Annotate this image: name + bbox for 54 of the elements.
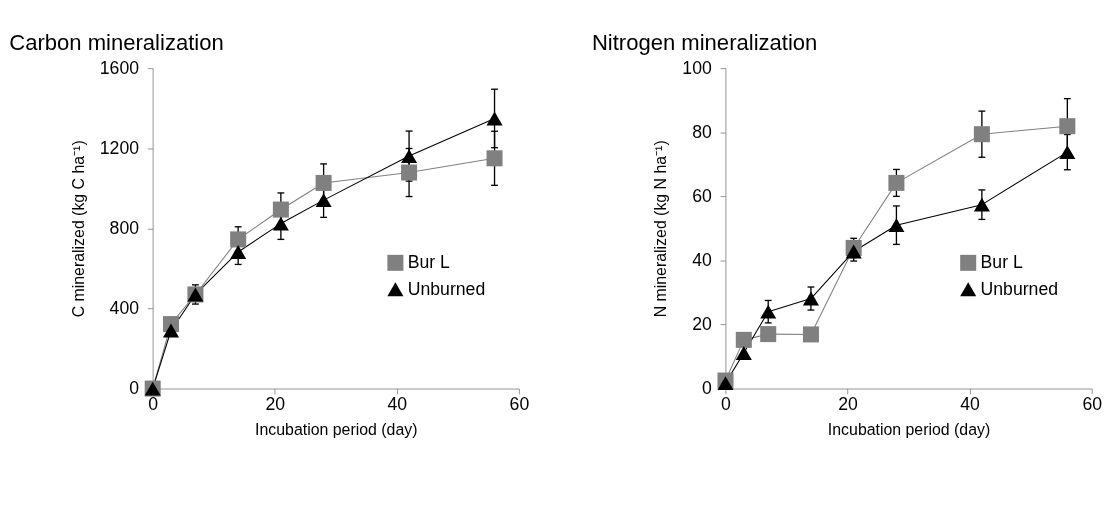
y-tick-label: 0: [129, 378, 140, 399]
point: [735, 346, 752, 360]
point: [760, 304, 777, 319]
point: [315, 193, 332, 208]
x-tick-label: 60: [509, 394, 530, 415]
point: [401, 164, 418, 181]
y-tick-label: 60: [692, 186, 712, 207]
y-tick-label: 400: [109, 298, 140, 319]
point: [230, 245, 247, 259]
y-tick-label: 800: [109, 218, 140, 239]
x-tick-label: 40: [387, 394, 408, 415]
point: [315, 174, 332, 191]
x-tick-label: 40: [960, 394, 981, 415]
y-tick-label: 80: [692, 122, 712, 142]
y-tick-label: 20: [692, 314, 712, 335]
legend-label: Unburned: [407, 278, 486, 299]
x-tick-label: 0: [721, 394, 732, 415]
point: [1059, 118, 1076, 135]
point: [272, 216, 289, 231]
point: [230, 231, 247, 248]
legend-label: Unburned: [980, 278, 1059, 299]
point: [1059, 145, 1076, 160]
legend-label: Bur L: [980, 252, 1023, 273]
chart-title: Carbon mineralization: [9, 29, 224, 55]
point: [486, 150, 503, 167]
point: [888, 174, 905, 191]
point: [162, 323, 180, 338]
point: [735, 331, 752, 348]
x-tick-label: 0: [148, 394, 159, 415]
y-axis-title: C mineralized (kg C ha⁻¹): [69, 140, 87, 318]
point: [845, 244, 862, 259]
point: [888, 218, 905, 233]
point: [401, 149, 418, 164]
point: [802, 291, 819, 306]
point: [717, 376, 734, 391]
point: [802, 326, 819, 343]
x-axis-title: Incubation period (day): [827, 420, 991, 438]
x-tick-label: 20: [838, 394, 859, 415]
legend-label: Bur L: [407, 252, 451, 273]
y-axis-title: N mineralized (kg N ha⁻¹): [652, 140, 670, 318]
point: [486, 111, 503, 126]
point: [973, 126, 990, 143]
x-axis-title: Incubation period (day): [255, 420, 418, 438]
point: [760, 326, 777, 343]
y-tick-label: 100: [682, 57, 712, 78]
x-tick-label: 60: [1082, 394, 1103, 415]
y-tick-label: 1600: [99, 57, 140, 78]
y-tick-label: 40: [692, 250, 712, 271]
y-tick-label: 1200: [99, 138, 140, 159]
point: [272, 201, 289, 218]
x-tick-label: 20: [265, 394, 286, 415]
point: [973, 197, 990, 212]
y-tick-label: 0: [701, 378, 712, 399]
chart-title: Nitrogen mineralization: [591, 29, 818, 55]
